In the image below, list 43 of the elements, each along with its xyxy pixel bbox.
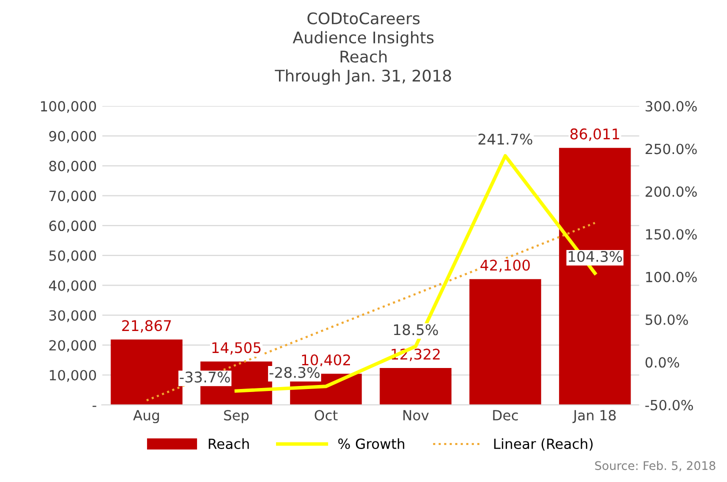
data-label: 86,011 — [570, 128, 620, 141]
data-label: 10,402 — [302, 354, 350, 367]
bar — [559, 148, 631, 405]
bar — [469, 279, 542, 405]
y-tick-label: 70,000 — [49, 190, 96, 203]
x-tick-label: Aug — [133, 410, 159, 424]
y2-tick-label: 100.0% — [646, 272, 697, 282]
y2-tick-label: 250.0% — [646, 144, 697, 154]
chart-title: CODtoCareers Audience Insights Reach Through Jan. 31, 2018 — [274, 12, 452, 85]
x-tick-label: Sep — [224, 410, 249, 424]
y-tick-label: 30,000 — [49, 310, 96, 322]
data-label: 14,505 — [212, 342, 261, 355]
legend-label: Reach — [208, 438, 249, 450]
data-label: 104.3% — [568, 250, 622, 262]
x-tick-label: Jan 18 — [572, 410, 616, 424]
y2-tick-label: 50.0% — [646, 314, 688, 325]
y2-tick-label: 300.0% — [646, 101, 697, 112]
y-tick-label: 90,000 — [49, 130, 96, 143]
legend-label: % Growth — [338, 438, 404, 450]
source-note: Source: Feb. 5, 2018 — [595, 460, 716, 472]
y2-tick-label: 200.0% — [646, 186, 697, 197]
data-label: 18.5% — [394, 324, 438, 336]
y2-tick-label: 150.0% — [646, 229, 697, 240]
y-tick-label: - — [92, 406, 96, 407]
y-tick-label: 10,000 — [50, 370, 96, 382]
y-tick-label: 60,000 — [49, 220, 96, 232]
data-label: 241.7% — [478, 134, 532, 145]
y2-tick-label: -50.0% — [645, 400, 693, 410]
y2-tick-label: 0.0% — [646, 357, 680, 368]
data-label: 42,100 — [480, 260, 530, 272]
data-label: -28.3% — [270, 366, 320, 378]
y-tick-label: 50,000 — [49, 250, 96, 262]
y-tick-label: 20,000 — [49, 340, 96, 352]
y-tick-label: 100,000 — [41, 101, 96, 113]
x-tick-label: Dec — [493, 410, 518, 420]
x-tick-label: Nov — [403, 410, 429, 420]
y-tick-label: 80,000 — [49, 160, 96, 173]
legend-label: Linear (Reach) — [494, 438, 593, 451]
x-tick-label: Oct — [314, 410, 338, 420]
data-label: 21,867 — [122, 320, 171, 333]
data-label: -33.7% — [180, 372, 230, 383]
bar — [380, 368, 452, 405]
y-tick-label: 40,000 — [49, 280, 96, 292]
